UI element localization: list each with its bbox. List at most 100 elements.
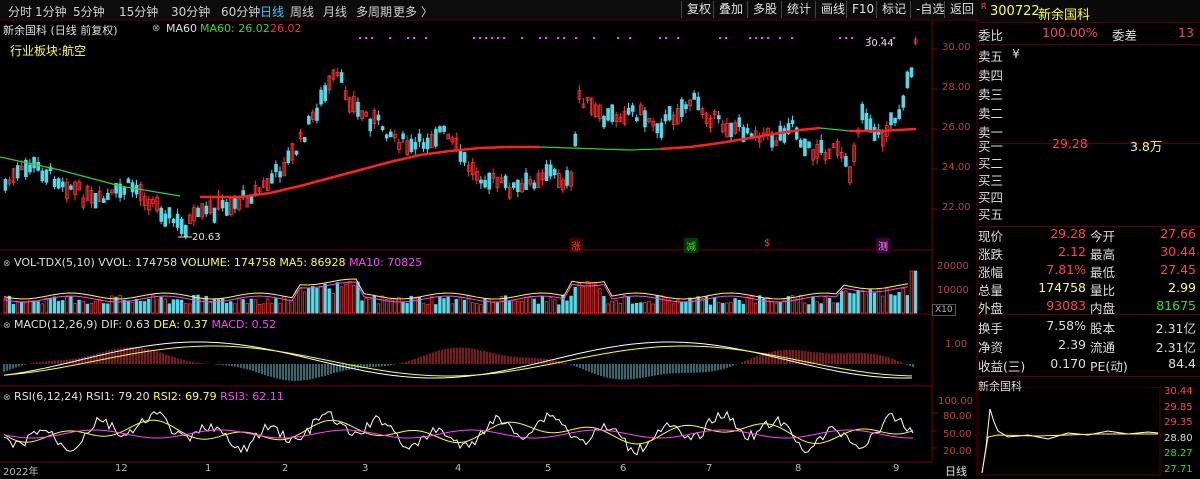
x-tick: 9 xyxy=(893,463,900,474)
x-tick: 1 xyxy=(205,463,212,474)
stat-label: 内盘 xyxy=(1090,301,1116,316)
wc-label: 委差 xyxy=(1112,28,1138,43)
period-tab[interactable]: 月线 xyxy=(323,5,348,19)
period-tab[interactable]: 1分钟 xyxy=(35,5,67,19)
toolbar-button[interactable]: 复权 xyxy=(681,1,716,18)
toolbar-button[interactable]: 叠加 xyxy=(713,1,748,18)
ask-row[interactable]: 卖一 xyxy=(978,122,1200,142)
period-tab[interactable]: 5分钟 xyxy=(73,5,105,19)
low-marker: 20.63 xyxy=(192,232,221,243)
mini-intraday-chart[interactable] xyxy=(978,387,1200,477)
stat-value: 29.28 xyxy=(1050,226,1086,241)
ask-label: 卖三 xyxy=(978,87,1004,102)
high-marker: 30.44 xyxy=(865,38,894,49)
x-tick: 3 xyxy=(362,463,369,474)
y-tick-28: 28.00 xyxy=(942,82,971,93)
ask-row[interactable]: 卖五 ¥ xyxy=(978,46,1200,66)
stat-value: 93083 xyxy=(1046,298,1086,313)
x-tick: 2022年 xyxy=(3,467,39,478)
kline-chart[interactable] xyxy=(0,0,978,477)
period-tab[interactable]: 周线 xyxy=(290,5,315,19)
quote-header: R 300722 新余国科 xyxy=(978,0,1200,23)
bid-label: 买三 xyxy=(978,173,1004,188)
toolbar-button[interactable]: 画线 xyxy=(815,1,850,18)
stat-value: 0.170 xyxy=(1050,356,1086,371)
rsi-tick-50: 50.00 xyxy=(943,429,972,440)
toolbar-button[interactable]: 标记 xyxy=(876,1,911,18)
stat-value: 2.99 xyxy=(1168,280,1196,295)
mini-tick: 30.44 xyxy=(1164,386,1193,397)
x-tick: 8 xyxy=(795,463,802,474)
period-tab[interactable]: 更多 〉 xyxy=(393,5,433,19)
ask-row[interactable]: 卖三 xyxy=(978,84,1200,104)
event-tag[interactable]: 减 xyxy=(684,238,698,253)
macd-dif: DIF: 0.63 xyxy=(101,318,150,331)
event-tag[interactable]: 测 xyxy=(876,238,890,253)
toolbar-button[interactable]: 多股 xyxy=(747,1,782,18)
toolbar-button[interactable]: 统计 xyxy=(781,1,816,18)
stat-value: 81675 xyxy=(1156,298,1196,313)
bid-row[interactable]: 买一 29.28 3.8万 xyxy=(978,136,1200,156)
bid-label: 买一 xyxy=(978,139,1004,154)
stat-value: 2.31亿 xyxy=(1155,340,1196,355)
toolbar-button[interactable]: F10 xyxy=(846,1,879,18)
macd-value: MACD: 0.52 xyxy=(211,318,277,331)
period-tab[interactable]: 60分钟 xyxy=(221,5,261,19)
bid-label: 买二 xyxy=(978,156,1004,171)
vol-tick-20000: 20000 xyxy=(937,261,969,272)
stat-row: 涨跌 2.12 最高 30.44 xyxy=(978,244,1200,264)
bid-row[interactable]: 买二 xyxy=(978,153,1200,173)
wb-label: 委比 xyxy=(978,28,1004,43)
quote-panel: R 300722 新余国科 委比 100.00% 委差 13 卖五 ¥ 卖四 卖三 卖二… xyxy=(978,0,1200,477)
toolbar-button[interactable]: 返回 xyxy=(944,1,979,18)
stock-name: 新余国科 xyxy=(1038,8,1091,23)
rsi-tick-100: 100.00 xyxy=(938,396,973,407)
stat-value: 27.45 xyxy=(1160,262,1196,277)
event-tag[interactable]: $ xyxy=(764,238,771,249)
period-tab[interactable]: 15分钟 xyxy=(119,5,159,19)
toolbar-button[interactable]: -自选 xyxy=(910,1,949,18)
stat-label: 股本 xyxy=(1090,321,1116,336)
volume-indicator[interactable]: ⊗ VOL-TDX(5,10) VVOL: 174758 VOLUME: 174… xyxy=(3,256,423,269)
stat-label: 涨跌 xyxy=(978,247,1004,262)
volume-value: VOLUME: 174758 xyxy=(180,256,276,269)
stat-value: 2.39 xyxy=(1058,337,1086,352)
stat-row: 外盘 93083 内盘 81675 xyxy=(978,298,1200,318)
period-tab[interactable]: 多周期 xyxy=(356,5,393,19)
ask-label: 卖一 xyxy=(978,125,1004,140)
y-tick-26: 26.00 xyxy=(942,122,971,133)
x-tick: 2 xyxy=(282,463,289,474)
sector-label[interactable]: 行业板块:航空 xyxy=(10,44,87,58)
ma60-last-value: 26.02 xyxy=(270,22,302,35)
bid-label: 买五 xyxy=(978,207,1004,222)
ask-row[interactable]: 卖二 xyxy=(978,103,1200,123)
bid-row[interactable]: 买四 xyxy=(978,187,1200,207)
macd-indicator[interactable]: ⊗ MACD(12,26,9) DIF: 0.63 DEA: 0.37 MACD… xyxy=(3,318,277,331)
ask-row[interactable]: 卖四 xyxy=(978,65,1200,85)
stat-label: 最低 xyxy=(1090,265,1116,280)
stat-row: 收益(三) 0.170 PE(动) 84.4 xyxy=(978,356,1200,376)
stat-value: 2.12 xyxy=(1058,244,1086,259)
vol-ma5: MA5: 86928 xyxy=(279,256,346,269)
stat-value: 84.4 xyxy=(1168,356,1196,371)
stat-label: 收益(三) xyxy=(978,359,1026,374)
vol-ma10: MA10: 70825 xyxy=(349,256,423,269)
circle-x-icon[interactable]: ⊗ xyxy=(152,23,161,34)
period-tab[interactable]: 日线 xyxy=(260,5,285,19)
period-tab[interactable]: 30分钟 xyxy=(171,5,211,19)
rsi-indicator[interactable]: ⊗ RSI(6,12,24) RSI1: 79.20 RSI2: 69.79 R… xyxy=(3,390,284,403)
bid-row[interactable]: 买五 xyxy=(978,204,1200,224)
ask-price: ¥ xyxy=(1012,46,1020,61)
mini-tick: 29.85 xyxy=(1164,401,1193,413)
stat-label: 流通 xyxy=(1090,340,1116,355)
stock-code: 300722 xyxy=(990,4,1040,19)
event-tag[interactable]: 涨 xyxy=(569,238,583,253)
ma-label: MA60 xyxy=(166,22,198,35)
wb-value: 100.00% xyxy=(1042,25,1098,40)
x-tick: 12 xyxy=(115,463,128,474)
rsi3-value: RSI3: 62.11 xyxy=(220,390,284,403)
bid-price: 29.28 xyxy=(1052,136,1088,151)
bid-row[interactable]: 买三 xyxy=(978,170,1200,190)
period-tab[interactable]: 分时 xyxy=(8,5,33,19)
stat-value: 174758 xyxy=(1038,280,1086,295)
